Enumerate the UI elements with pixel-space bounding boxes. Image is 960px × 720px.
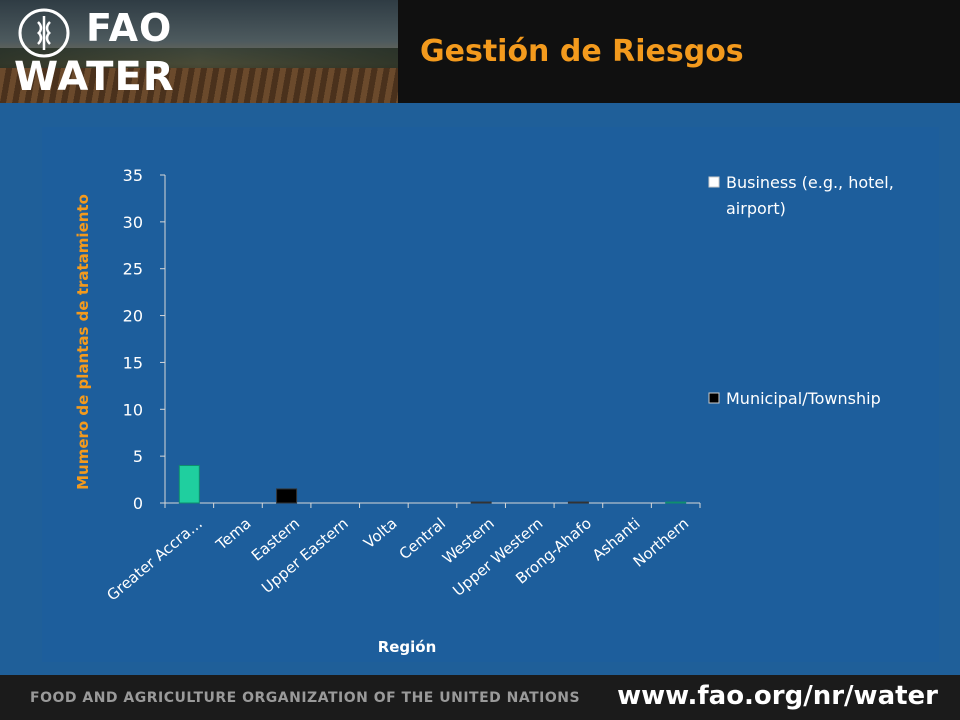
bar-municipal <box>276 488 298 504</box>
bar-business <box>178 465 200 504</box>
logo-water-text: WATER <box>14 54 175 100</box>
legend-business-swatch <box>708 176 720 188</box>
footer-url[interactable]: www.fao.org/nr/water <box>617 681 938 711</box>
fao-emblem-icon <box>18 8 70 58</box>
y-tick-label: 20 <box>123 307 143 326</box>
y-tick-label: 0 <box>133 494 143 513</box>
legend-business-label: Business (e.g., hotel, <box>726 173 894 192</box>
legend-municipal-label: Municipal/Township <box>726 389 881 408</box>
logo-field <box>0 68 398 103</box>
x-tick-label: Tema <box>212 514 255 554</box>
bar-business <box>665 501 687 504</box>
y-axis-label: Mumero de plantas de tratamiento <box>74 194 92 490</box>
x-tick-label: Upper Eastern <box>258 514 352 597</box>
logo-fao-text: FAO <box>86 6 173 50</box>
y-tick-label: 10 <box>123 400 143 419</box>
fao-water-logo: FAO WATER <box>0 0 398 103</box>
legend-municipal-swatch <box>708 392 720 404</box>
footer-bar <box>0 675 960 720</box>
y-tick-label: 5 <box>133 447 143 466</box>
y-tick-label: 15 <box>123 353 143 372</box>
page-title: Gestión de Riesgos <box>420 34 744 69</box>
x-tick-label: Greater Accra… <box>103 514 206 604</box>
y-tick-label: 35 <box>123 166 143 185</box>
bar-municipal <box>567 501 589 504</box>
footer-organization: FOOD AND AGRICULTURE ORGANIZATION OF THE… <box>30 690 581 706</box>
legend-business-label-line2: airport) <box>726 199 786 218</box>
y-tick-label: 25 <box>123 260 143 279</box>
chart-panel <box>42 127 939 662</box>
bar-municipal <box>470 501 492 504</box>
y-tick-label: 30 <box>123 213 143 232</box>
x-axis-label: Región <box>378 638 437 656</box>
x-tick-label: Volta <box>360 514 400 552</box>
